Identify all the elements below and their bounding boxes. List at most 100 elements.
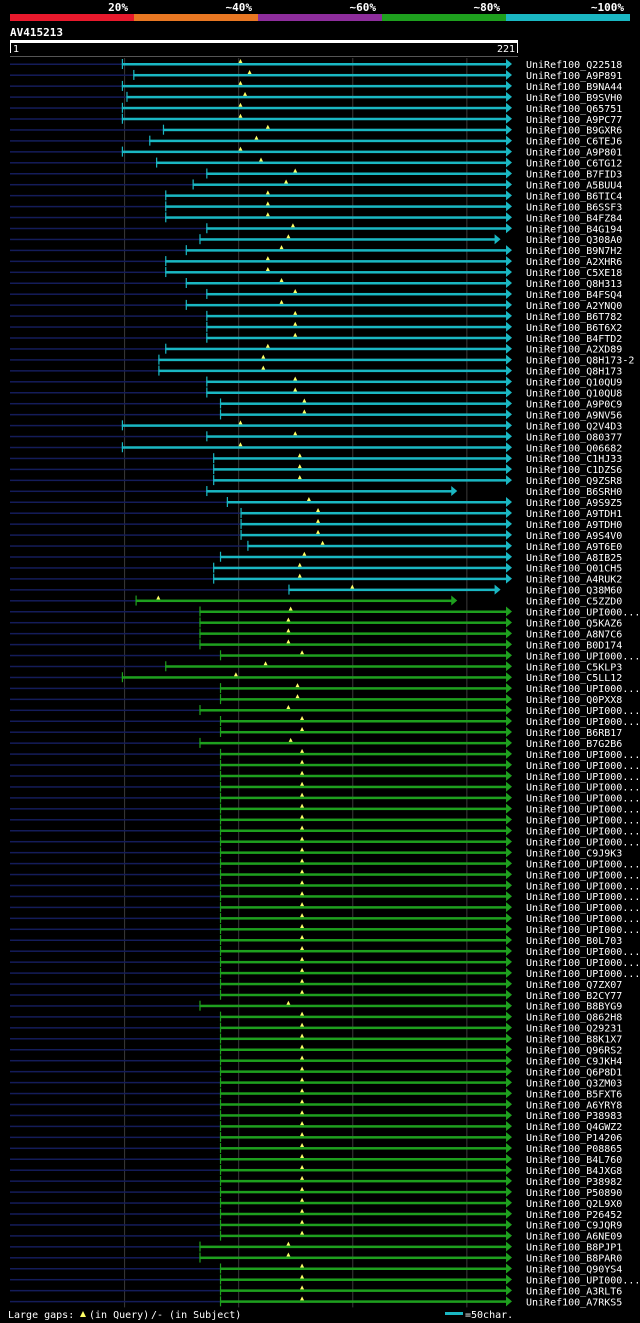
hit-label: UniRef100_Q8H313: [526, 279, 622, 290]
hit-label: UniRef100_Q7ZX07: [526, 980, 622, 991]
hit-start-tick: [219, 1110, 222, 1121]
hit-label: UniRef100_B9N7H2: [526, 246, 622, 257]
hit-start-tick: [219, 1285, 222, 1296]
hit-bar: [126, 95, 508, 99]
hit-row: UniRef100_B4L760: [10, 1154, 622, 1166]
gap-marker: [300, 1055, 305, 1060]
hit-bar: [219, 1092, 508, 1095]
hit-start-tick: [219, 1066, 222, 1077]
hit-row: UniRef100_B0D174: [10, 639, 622, 651]
hit-unaligned: [10, 479, 214, 482]
gap-marker: [265, 190, 270, 195]
hit-unaligned: [10, 862, 220, 865]
hit-unaligned: [10, 720, 220, 722]
hit-unaligned: [10, 107, 122, 109]
hit-arrow: [506, 1252, 512, 1263]
hit-label: UniRef100_A6YRY8: [526, 1100, 622, 1111]
hit-label: UniRef100_A9TDH1: [526, 509, 622, 520]
hit-start-tick: [219, 880, 222, 891]
hit-unaligned: [10, 775, 220, 777]
hit-unaligned: [10, 260, 166, 263]
hit-unaligned: [10, 1092, 220, 1095]
hit-label: UniRef100_P26452: [526, 1210, 622, 1221]
hit-bar: [219, 1234, 508, 1238]
hit-arrow: [506, 748, 512, 759]
hit-start-tick: [185, 278, 187, 288]
hit-unaligned: [10, 1300, 220, 1303]
hit-start-tick: [219, 1230, 222, 1241]
hit-unaligned: [10, 173, 207, 175]
hit-label: UniRef100_UPI000...: [526, 827, 640, 838]
hit-arrow: [506, 278, 512, 288]
gap-marker: [300, 1208, 305, 1213]
hit-bar: [219, 1125, 508, 1128]
gap-marker: [300, 1132, 305, 1137]
gap-marker: [300, 913, 305, 918]
hit-label: UniRef100_B6RB17: [526, 728, 622, 739]
hit-arrow: [506, 431, 512, 442]
gap-marker: [300, 1230, 305, 1235]
hit-row: UniRef100_O80377: [10, 431, 622, 443]
hit-start-tick: [121, 146, 124, 157]
hit-label: UniRef100_Q10QU8: [526, 389, 622, 400]
hit-row: UniRef100_A9NV56: [10, 409, 622, 421]
hit-label: UniRef100_Q90YS4: [526, 1265, 622, 1276]
hit-row: UniRef100_A9P891: [10, 69, 622, 82]
gap-marker: [261, 365, 266, 370]
hit-unaligned: [10, 337, 207, 339]
hit-start-tick: [219, 1044, 222, 1055]
gap-marker: [265, 267, 270, 272]
hit-arrow: [506, 847, 512, 858]
gap-marker: [279, 278, 284, 282]
hit-label: UniRef100_B6TIC4: [526, 191, 622, 202]
hit-label: UniRef100_B7G2B6: [526, 739, 622, 750]
gap-marker: [300, 1296, 305, 1301]
hit-unaligned: [10, 194, 166, 197]
hit-label: UniRef100_Q5KAZ6: [526, 618, 622, 629]
legend-segment: [382, 14, 506, 21]
hit-arrow: [506, 267, 512, 278]
hit-unaligned: [10, 983, 220, 985]
hit-unaligned: [10, 183, 193, 186]
hit-arrow: [506, 759, 512, 770]
hit-unaligned: [10, 764, 220, 766]
hit-bar: [219, 1136, 508, 1139]
hit-unaligned: [10, 413, 220, 416]
hit-label: UniRef100_UPI000...: [526, 794, 640, 805]
hit-start-tick: [213, 475, 215, 486]
gap-marker: [238, 146, 243, 151]
hit-arrow: [506, 1099, 512, 1110]
hit-arrow: [506, 913, 512, 924]
hit-arrow: [506, 1296, 512, 1307]
hit-bar: [219, 402, 508, 405]
hit-bar: [240, 522, 509, 526]
hit-unaligned: [10, 654, 220, 657]
hit-bar: [219, 1179, 508, 1183]
hit-row: UniRef100_B8BYG9: [10, 1000, 622, 1013]
hit-row: UniRef100_Q5KAZ6: [10, 617, 622, 629]
hit-unaligned: [10, 939, 220, 941]
hit-row: UniRef100_Q862H8: [10, 1011, 622, 1024]
hit-start-tick: [199, 617, 201, 628]
hit-unaligned: [10, 63, 122, 65]
hit-row: UniRef100_Q65751: [10, 102, 622, 115]
hit-bar: [158, 369, 508, 373]
hit-unaligned: [10, 490, 207, 493]
hit-unaligned: [10, 611, 200, 613]
hit-unaligned: [10, 1169, 220, 1171]
hit-unaligned: [10, 698, 220, 701]
hit-start-tick: [199, 705, 201, 716]
hit-unaligned: [10, 709, 200, 712]
hit-unaligned: [10, 1114, 220, 1117]
hit-row: UniRef100_A9PC77: [10, 113, 622, 126]
hit-bar: [219, 906, 508, 909]
hit-label: UniRef100_B8PAR0: [526, 1254, 622, 1265]
hit-arrow: [506, 179, 512, 190]
hit-unaligned: [10, 600, 136, 602]
hit-row: UniRef100_UPI000...: [10, 650, 640, 662]
gap-marker: [279, 245, 284, 250]
hit-label: UniRef100_UPI000...: [526, 1275, 640, 1286]
hit-unaligned: [10, 402, 220, 405]
hit-start-tick: [199, 1252, 201, 1263]
hit-start-tick: [226, 497, 228, 507]
